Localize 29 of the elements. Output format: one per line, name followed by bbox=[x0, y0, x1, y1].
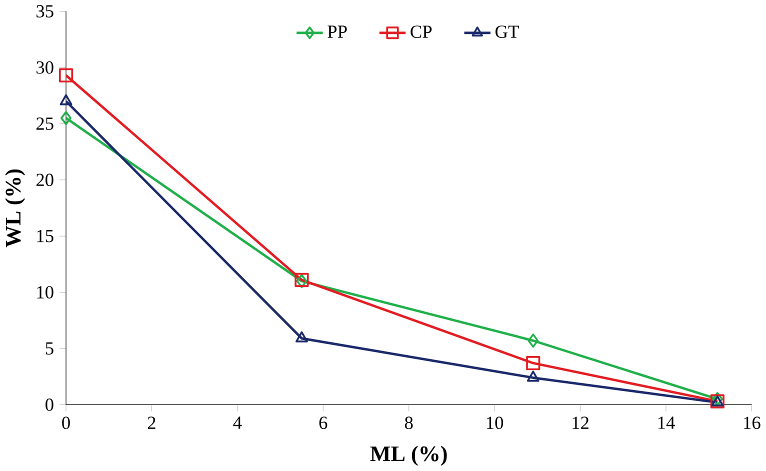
y-tick-label: 5 bbox=[46, 342, 54, 355]
point bbox=[60, 111, 72, 126]
x-tick-label: 8 bbox=[404, 416, 413, 430]
y-tick-label: 15 bbox=[37, 230, 54, 242]
y-tick-label: 30 bbox=[36, 61, 54, 74]
legend-label: GT bbox=[495, 26, 519, 38]
y-tick-label: 20 bbox=[36, 174, 54, 186]
x-tick-label: 16 bbox=[744, 416, 760, 430]
point bbox=[60, 94, 72, 106]
x-tick-label: 4 bbox=[233, 416, 242, 429]
x-tick-label: 10 bbox=[486, 416, 504, 430]
point bbox=[528, 334, 539, 348]
x-tick-label: 14 bbox=[658, 416, 675, 429]
point bbox=[295, 331, 308, 342]
point bbox=[58, 68, 74, 82]
legend-label: CP bbox=[410, 26, 432, 38]
x-tick-label: 6 bbox=[319, 416, 328, 430]
y-tick-label: 10 bbox=[37, 286, 54, 299]
y-axis-title: WL (%) bbox=[5, 170, 26, 248]
x-tick-label: 0 bbox=[62, 416, 70, 430]
x-tick-label: 2 bbox=[148, 416, 156, 429]
legend-label: PP bbox=[328, 26, 347, 38]
point bbox=[526, 370, 540, 382]
x-axis-title: ML (%) bbox=[370, 446, 447, 466]
x-tick-label: 12 bbox=[572, 416, 588, 429]
y-tick-label: 25 bbox=[36, 118, 54, 130]
y-tick-label: 35 bbox=[36, 5, 54, 18]
point bbox=[526, 356, 540, 370]
y-tick-label: 0 bbox=[46, 398, 54, 411]
